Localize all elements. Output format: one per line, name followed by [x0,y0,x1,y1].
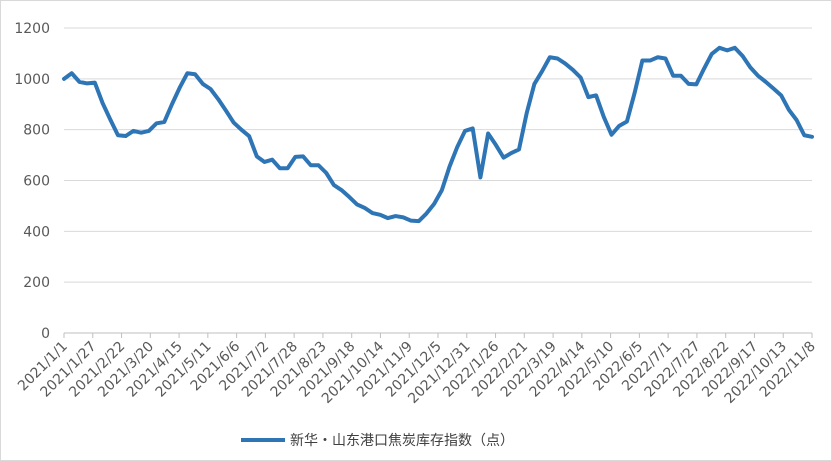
y-tick-label: 1000 [14,72,50,88]
y-tick-label: 0 [41,326,50,342]
y-axis-ticks: 0 200 400 600 800 1000 1200 [14,21,50,342]
y-tick-label: 800 [23,123,50,139]
series-line [62,45,814,224]
legend: 新华・山东港口焦炭库存指数（点） [241,433,514,449]
legend-label: 新华・山东港口焦炭库存指数（点） [290,433,514,449]
y-tick-label: 200 [23,275,50,291]
y-tick-label: 600 [23,174,50,190]
series-layer [62,45,814,224]
y-tick-label: 1200 [14,21,50,37]
y-tick-label: 400 [23,224,50,240]
x-axis-ticks: 2021/1/12021/1/272021/2/222021/3/202021/… [15,333,819,407]
gridlines [64,27,812,283]
